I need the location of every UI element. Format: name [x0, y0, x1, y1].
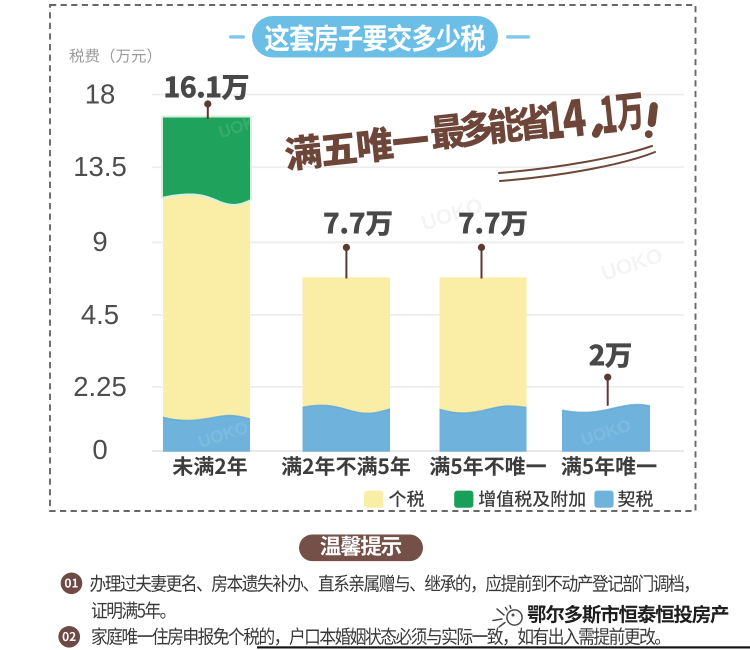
svg-text:4.5: 4.5 [81, 299, 119, 330]
svg-text:9: 9 [92, 226, 107, 257]
svg-text:13.5: 13.5 [73, 151, 127, 182]
svg-text:0: 0 [92, 434, 107, 465]
svg-text:18: 18 [85, 79, 116, 110]
svg-text:2.25: 2.25 [73, 371, 127, 402]
